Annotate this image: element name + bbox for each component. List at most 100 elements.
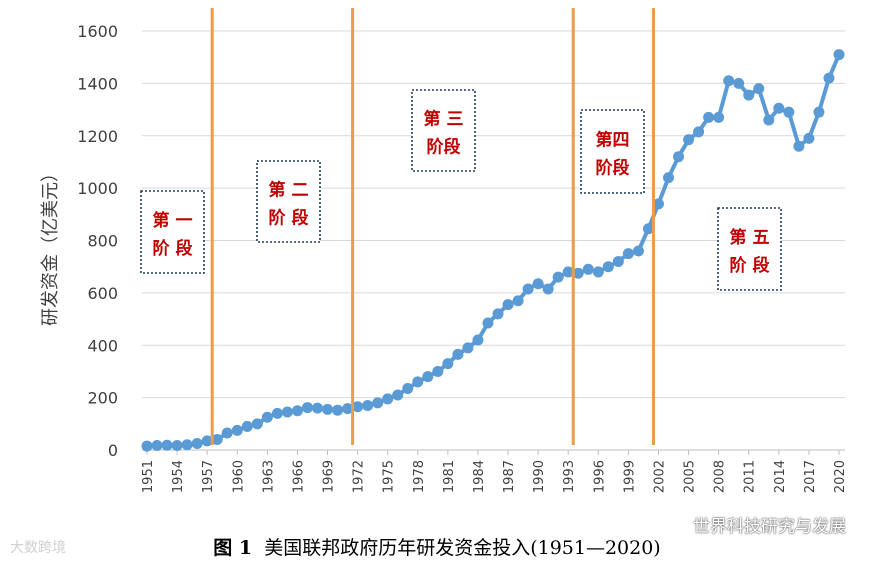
data-point-2000	[632, 245, 644, 257]
x-tick-label-1960: 1960	[231, 460, 246, 493]
data-point-1966	[291, 405, 303, 417]
data-point-2015	[783, 106, 795, 118]
stage-label-5: 第 五阶 段	[717, 207, 782, 291]
y-tick-label-1400: 1400	[77, 74, 118, 93]
data-point-1997	[602, 261, 614, 273]
x-tick-label-1969: 1969	[322, 460, 337, 493]
data-point-1960	[231, 424, 243, 436]
data-point-1964	[271, 407, 283, 419]
y-axis-ticks: 0 200 400 600 800 1000 1200 1400 1600	[77, 22, 118, 460]
x-tick-label-1972: 1972	[352, 460, 367, 493]
data-point-1976	[392, 389, 404, 401]
data-point-1961	[241, 420, 253, 432]
data-point-1969	[322, 403, 334, 415]
x-tick-label-2017: 2017	[803, 460, 818, 493]
stage-box-2	[256, 160, 321, 243]
data-point-2012	[753, 83, 765, 95]
data-point-2016	[793, 140, 805, 152]
y-tick-label-400: 400	[87, 336, 118, 355]
stage-label-line2-3: 阶段	[427, 137, 461, 158]
x-tick-label-1951: 1951	[141, 460, 156, 493]
data-point-1991	[542, 283, 554, 295]
data-point-2019	[823, 72, 835, 84]
data-point-2006	[693, 126, 705, 138]
data-point-2014	[773, 102, 785, 114]
data-point-1955	[181, 439, 193, 451]
y-tick-label-0: 0	[108, 441, 118, 460]
data-point-2008	[713, 111, 725, 123]
data-point-1993	[562, 266, 574, 278]
x-tick-label-2011: 2011	[743, 460, 758, 493]
x-tick-label-1963: 1963	[261, 460, 276, 493]
stage-label-line2-1: 阶 段	[153, 238, 193, 259]
stage-label-3: 第 三阶段	[411, 89, 476, 172]
data-point-1980	[432, 365, 444, 377]
data-point-1958	[211, 434, 223, 446]
data-point-1988	[512, 295, 524, 307]
data-point-1956	[191, 437, 203, 449]
stage-box-5	[717, 207, 782, 291]
data-point-1957	[201, 435, 213, 447]
data-point-2018	[813, 106, 825, 118]
y-tick-label-200: 200	[87, 389, 118, 408]
stage-box-1	[140, 190, 205, 274]
x-tick-label-2005: 2005	[683, 460, 698, 493]
data-point-1954	[171, 440, 183, 452]
figure-title: 美国联邦政府历年研发资金投入(1951—2020)	[264, 537, 661, 559]
data-point-1963	[261, 411, 273, 423]
data-point-1979	[422, 371, 434, 383]
data-point-1985	[482, 317, 494, 329]
stage-label-line1-4: 第四	[596, 130, 630, 151]
stage-label-line1-1: 第 一	[153, 210, 193, 231]
data-point-2009	[723, 75, 735, 87]
y-tick-label-1200: 1200	[77, 127, 118, 146]
x-tick-label-2008: 2008	[713, 460, 728, 493]
data-point-1968	[311, 402, 323, 414]
data-point-1990	[532, 278, 544, 290]
data-point-1975	[382, 393, 394, 405]
data-point-1952	[151, 440, 163, 452]
data-point-1996	[592, 266, 604, 278]
stage-label-line2-4: 阶段	[596, 158, 630, 179]
x-tick-label-1954: 1954	[171, 460, 186, 493]
data-point-2020	[833, 49, 845, 61]
stage-label-line2-5: 阶 段	[730, 255, 770, 276]
figure-number: 图 1	[213, 537, 253, 559]
stage-label-line1-3: 第 三	[424, 109, 464, 130]
data-point-1970	[332, 404, 344, 416]
stage-label-2: 第 二阶 段	[256, 160, 321, 243]
stage-label-line1-5: 第 五	[730, 227, 770, 248]
data-point-1983	[462, 342, 474, 354]
x-tick-label-1957: 1957	[201, 460, 216, 493]
y-tick-label-600: 600	[87, 284, 118, 303]
data-point-1998	[612, 255, 624, 267]
series-line-0	[146, 53, 841, 449]
data-point-1982	[452, 348, 464, 360]
x-tick-label-1987: 1987	[502, 460, 517, 493]
data-point-2003	[663, 172, 675, 184]
x-tick-label-1999: 1999	[622, 460, 637, 493]
x-tick-label-2020: 2020	[833, 460, 848, 493]
stage-label-1: 第 一阶 段	[140, 190, 205, 274]
data-point-1977	[402, 382, 414, 394]
data-point-1953	[161, 439, 173, 451]
y-tick-label-800: 800	[87, 232, 118, 251]
x-tick-label-1978: 1978	[412, 460, 427, 493]
watermark-left: 大数跨境	[10, 540, 66, 556]
data-point-1992	[552, 271, 564, 283]
data-point-1974	[372, 397, 384, 409]
data-point-2007	[703, 111, 715, 123]
data-point-1959	[221, 427, 233, 439]
x-axis-ticks: 1951 1954 1957 1960 1963 1966 1969 1972 1975 1978…	[141, 450, 848, 493]
data-point-2017	[803, 132, 815, 144]
x-tick-label-1984: 1984	[472, 460, 487, 493]
data-point-1971	[342, 403, 354, 415]
data-point-1972	[352, 401, 364, 413]
data-point-1995	[582, 263, 594, 275]
x-tick-label-2002: 2002	[652, 460, 667, 493]
stage-divider-lines	[210, 8, 655, 445]
stage-box-4	[580, 109, 645, 194]
series-layer	[141, 49, 845, 452]
